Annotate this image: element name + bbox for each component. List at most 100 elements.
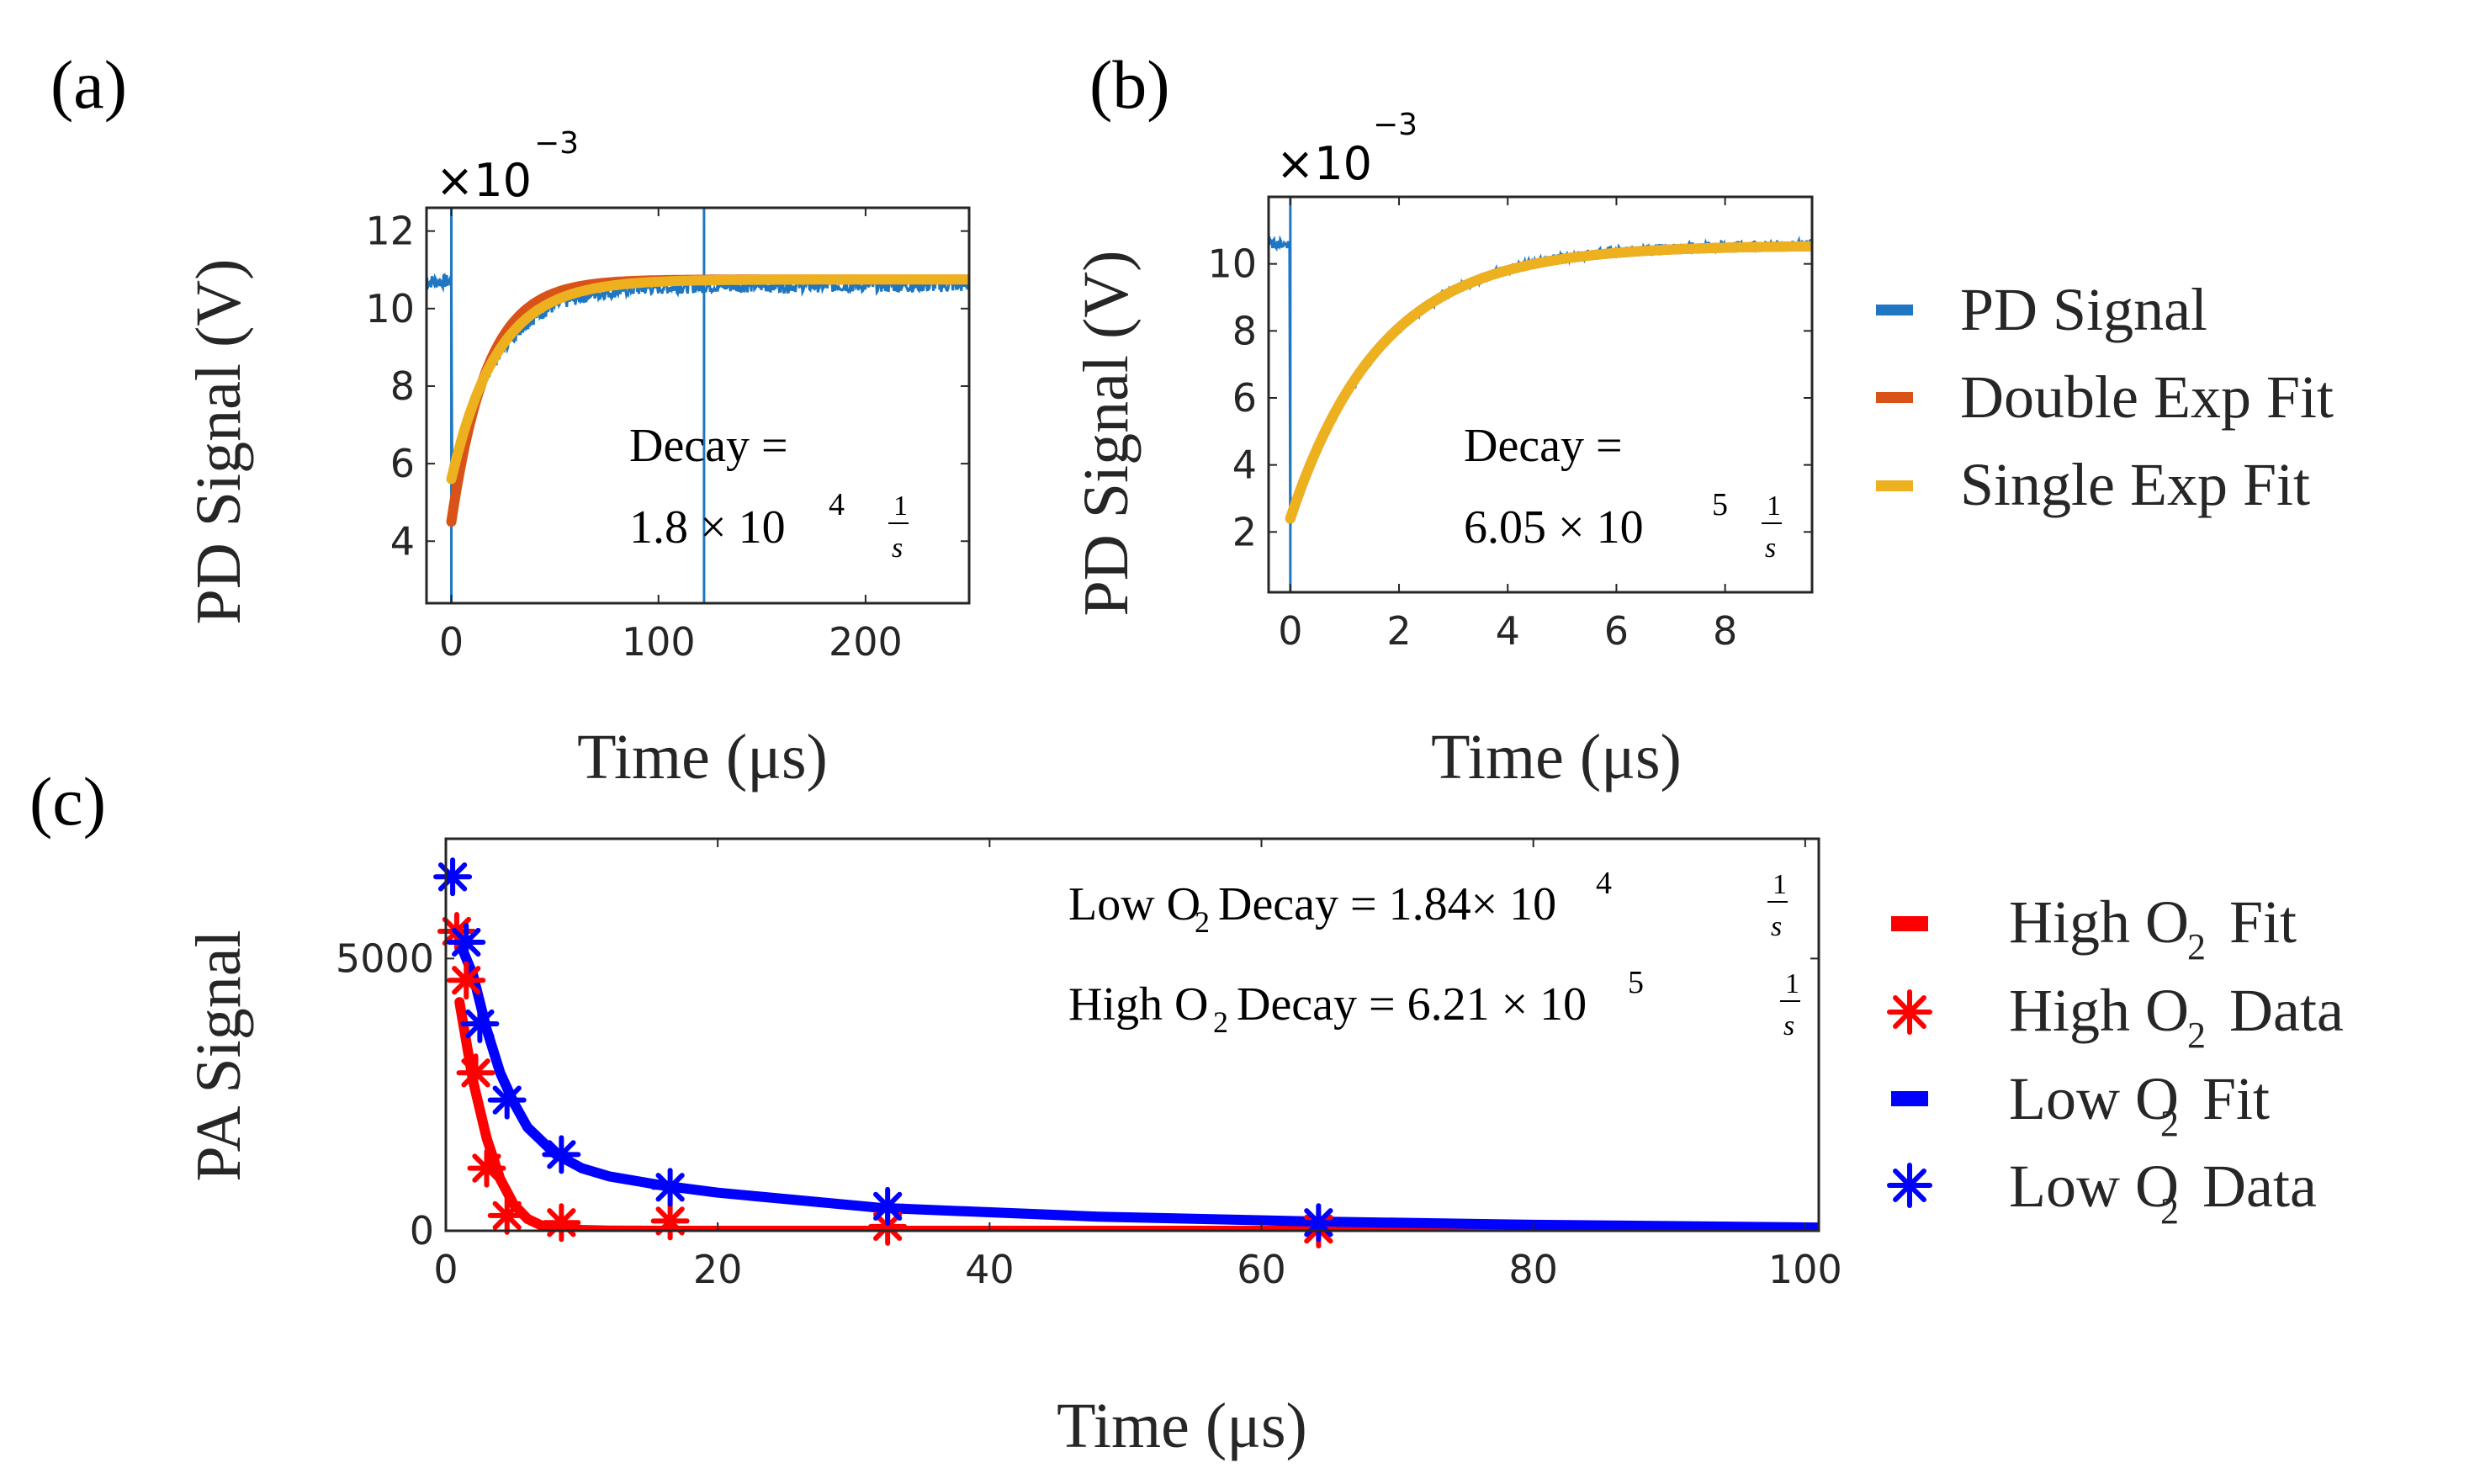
panel-a-axes-box [425, 206, 971, 605]
legend-star-glyph [1887, 989, 1932, 1035]
panel-a-ticks: 0 100 200 4 6 8 10 12 [365, 208, 969, 665]
panel-b-decay-unit-denominator: s [1765, 533, 1776, 564]
panel-a-decay-power: 4 [829, 487, 845, 522]
x-tick-label: 60 [1237, 1247, 1286, 1292]
series-single-exp-fit [1285, 241, 1812, 524]
panel-c-low-unit-numerator: 1 [1773, 869, 1787, 900]
legend-label-high-o2-data-subscript: 2 [2187, 1015, 2206, 1056]
panel-a-exponent-power: −3 [534, 126, 579, 161]
y-tick-label: 10 [1207, 241, 1257, 287]
x-tick-label: 0 [1278, 608, 1302, 654]
series-group [427, 208, 969, 603]
y-tick-label: 8 [1232, 308, 1257, 353]
panel-a-decay-mantissa: 1.8 × 10 [629, 501, 786, 554]
legend-swatch-high-o2-fit [1891, 916, 1928, 931]
panel-b-x-axis-title: Time (μs) [1431, 722, 1682, 792]
panel-c-high-decay-prefix: High O [1068, 978, 1208, 1031]
legend-label-high-o2-data-suffix: Data [2229, 977, 2344, 1044]
legend-label-high-o2-fit-suffix: Fit [2229, 888, 2297, 956]
legend-label-low-o2-fit-subscript: 2 [2160, 1103, 2179, 1144]
legend-marker-high-o2-data [1887, 989, 1932, 1035]
series-low-o2-data-point [868, 1186, 908, 1226]
panel-b-decay-power: 5 [1712, 487, 1728, 522]
panel-a-series-layer [427, 208, 969, 603]
legend-label-high-o2-fit-subscript: 2 [2187, 926, 2206, 967]
x-tick-label: 4 [1496, 608, 1520, 654]
panel-b-exponent-label: ×10 [1276, 137, 1372, 190]
x-tick-label: 100 [1768, 1247, 1842, 1292]
legend-swatch-low-o2-fit [1891, 1091, 1928, 1106]
series-low-o2-data-point [1299, 1203, 1338, 1243]
panel-a-decay-unit-denominator: s [892, 533, 903, 564]
series-low-o2-data-point [460, 1004, 500, 1044]
panel-c-low-decay-prefix: Low O [1068, 878, 1200, 930]
series-low-o2-data-point [447, 922, 486, 962]
legend-bottom: High O 2 Fit High O 2 Data Low O 2 Fit L… [1887, 888, 2344, 1232]
series-high-o2-data-point [650, 1201, 690, 1241]
x-tick-label: 100 [622, 619, 696, 665]
panel-b-decay-mantissa: 6.05 × 10 [1464, 501, 1644, 554]
series-low-o2-data-point [542, 1135, 581, 1174]
series-high-o2-data-point [467, 1148, 506, 1188]
y-tick-label: 8 [390, 363, 415, 409]
series-group [1269, 197, 1812, 592]
y-tick-label: 4 [1232, 443, 1257, 488]
x-tick-label: 80 [1508, 1247, 1558, 1292]
x-tick-label: 6 [1604, 608, 1629, 654]
panel-c-high-unit-numerator: 1 [1785, 968, 1799, 999]
x-tick-label: 8 [1713, 608, 1737, 654]
legend-label-single-exp-fit: Single Exp Fit [1960, 451, 2310, 518]
series-double-exp-fit [1285, 241, 1812, 524]
legend-swatch-pd-signal [1876, 305, 1913, 315]
series-low-o2-data-point [487, 1080, 527, 1120]
series-low-o2-fit [454, 937, 1819, 1231]
series-low-o2-data-point [433, 857, 473, 897]
legend-label-low-o2-fit-suffix: Fit [2202, 1065, 2270, 1132]
panel-b-letter: (b) [1089, 46, 1170, 123]
panel-b-exponent-power: −3 [1373, 108, 1418, 142]
x-tick-label: 0 [433, 1247, 458, 1292]
legend-label-low-o2-data-prefix: Low O [2009, 1153, 2179, 1220]
panel-a-decay-label: Decay = [629, 420, 788, 472]
legend-label-double-exp-fit: Double Exp Fit [1960, 363, 2334, 431]
x-tick-label: 200 [829, 619, 903, 665]
panel-a-y-axis-title: PD Signal (V) [183, 259, 254, 625]
x-tick-label: 40 [965, 1247, 1015, 1292]
panel-a-letter: (a) [50, 46, 127, 123]
series-low-o2-data-point [650, 1168, 690, 1207]
legend-swatch-single-exp-fit [1876, 480, 1913, 491]
x-tick-label: 20 [693, 1247, 743, 1292]
panel-a-exponent-label: ×10 [436, 154, 532, 207]
panel-c-low-decay-subscript: 2 [1195, 905, 1210, 939]
y-tick-label: 6 [1232, 375, 1257, 421]
panel-b-axes-box [1267, 195, 1814, 594]
y-tick-label: 5000 [336, 935, 434, 981]
series-high-o2-data-point [542, 1203, 581, 1243]
legend-label-pd-signal: PD Signal [1960, 276, 2207, 343]
legend-label-high-o2-data-prefix: High O [2009, 977, 2189, 1044]
y-tick-label: 12 [365, 209, 415, 254]
y-tick-label: 0 [410, 1208, 434, 1253]
panel-a-chart: ×10 −3 PD Signal (V) Time (μs) 0 100 200 4 6… [183, 126, 971, 792]
series-high-o2-data-point [456, 1053, 495, 1093]
panel-c-high-decay-power: 5 [1628, 965, 1644, 1000]
x-tick-label: 2 [1386, 608, 1411, 654]
panel-c-x-axis-title: Time (μs) [1057, 1391, 1307, 1461]
panel-c-ticks: 0 20 40 60 80 100 0 5000 [336, 839, 1842, 1292]
panel-c-low-decay-suffix: Decay = 1.84× 10 [1218, 878, 1556, 930]
panel-c-high-decay-suffix: Decay = 6.21 × 10 [1237, 978, 1587, 1031]
y-tick-label: 10 [365, 286, 415, 331]
legend-label-low-o2-fit-prefix: Low O [2009, 1065, 2179, 1132]
series-single-exp-fit [446, 274, 969, 485]
panel-b-decay-label: Decay = [1464, 420, 1623, 472]
legend-star-glyph [1887, 1163, 1932, 1208]
legend-swatch-double-exp-fit [1876, 392, 1913, 403]
panel-c-high-decay-subscript: 2 [1213, 1005, 1228, 1039]
series-high-o2-data-point [487, 1195, 527, 1235]
x-tick-label: 0 [439, 619, 464, 665]
panel-a-x-axis-title: Time (μs) [577, 722, 828, 792]
panel-b-series-layer [1269, 197, 1812, 592]
panel-b-ticks: 0 2 4 6 8 2 4 6 8 10 [1207, 197, 1812, 654]
panel-a-decay-unit-numerator: 1 [893, 490, 908, 522]
